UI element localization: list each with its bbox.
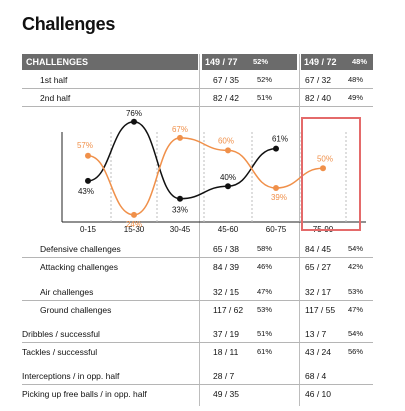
row-divider (22, 88, 373, 89)
row-team-b-pct: 47% (348, 305, 364, 314)
row-team-b-pct: 42% (348, 262, 364, 271)
highlight-box (301, 117, 361, 231)
data-label: 33% (172, 206, 188, 215)
row-team-a-pct: 61% (257, 347, 273, 356)
row-divider (22, 384, 373, 385)
row-team-a-pct: 58% (257, 244, 273, 253)
row-team-a-value: 117 / 62 (213, 305, 244, 315)
row-team-a-value: 18 / 11 (213, 347, 239, 357)
table-header-team-b: 149 / 72 48% (301, 54, 373, 70)
x-tick-label: 45-60 (218, 225, 239, 234)
column-separator (199, 54, 200, 406)
column-separator (299, 54, 300, 406)
team-b-total: 149 / 72 (304, 57, 337, 67)
row-team-a-pct: 52% (257, 75, 273, 84)
data-point (85, 177, 91, 184)
data-point (273, 145, 279, 152)
series-line-team-a (87, 121, 277, 200)
row-team-a-value: 65 / 38 (213, 244, 239, 254)
data-label: 60% (218, 136, 234, 145)
row-team-a-value: 32 / 15 (213, 287, 239, 297)
x-tick-label: 15-30 (124, 225, 145, 234)
row-team-b-value: 32 / 17 (305, 287, 331, 297)
row-team-b-pct: 54% (348, 244, 364, 253)
row-label: Attacking challenges (40, 262, 118, 272)
row-team-a-value: 28 / 7 (213, 371, 235, 381)
data-label: 76% (126, 109, 142, 118)
data-point (225, 183, 231, 190)
row-divider (22, 257, 373, 258)
row-label: 1st half (40, 75, 68, 85)
row-team-a-value: 82 / 42 (213, 93, 239, 103)
row-team-a-value: 84 / 39 (213, 262, 239, 272)
page-title: Challenges (22, 14, 116, 34)
row-team-a-pct: 46% (257, 262, 273, 271)
data-label: 39% (271, 193, 287, 202)
series-line-team-b (87, 137, 324, 216)
row-team-a-pct: 53% (257, 305, 273, 314)
row-label: Interceptions / in opp. half (22, 371, 120, 381)
data-point (131, 211, 137, 218)
row-team-a-pct: 51% (257, 329, 273, 338)
team-a-total-pct: 52% (253, 57, 269, 66)
row-team-b-pct: 48% (348, 75, 364, 84)
row-divider (22, 106, 373, 107)
row-team-b-pct: 54% (348, 329, 364, 338)
row-team-a-pct: 51% (257, 93, 273, 102)
row-team-b-value: 117 / 55 (305, 305, 336, 315)
data-label: 61% (272, 135, 288, 144)
data-label: 50% (317, 154, 333, 163)
row-divider (22, 342, 373, 343)
data-point (273, 184, 279, 191)
row-team-b-value: 65 / 27 (305, 262, 331, 272)
row-divider (22, 300, 373, 301)
team-a-total: 149 / 77 (205, 57, 238, 67)
data-point (177, 195, 183, 202)
data-point (320, 165, 326, 172)
row-team-b-pct: 53% (348, 287, 364, 296)
data-label: 40% (220, 173, 236, 182)
team-b-total-pct: 48% (352, 57, 368, 66)
row-team-b-value: 84 / 45 (305, 244, 331, 254)
data-label: 24% (126, 220, 142, 229)
row-team-b-pct: 49% (348, 93, 364, 102)
row-team-a-value: 67 / 35 (213, 75, 239, 85)
row-team-a-pct: 47% (257, 287, 273, 296)
table-header-team-a: 149 / 77 52% (202, 54, 297, 70)
x-tick-label: 60-75 (266, 225, 287, 234)
row-team-b-value: 82 / 40 (305, 93, 331, 103)
row-label: Picking up free balls / in opp. half (22, 389, 147, 399)
table-header-label: CHALLENGES (22, 54, 198, 70)
row-team-b-pct: 56% (348, 347, 364, 356)
x-tick-label: 30-45 (170, 225, 191, 234)
row-team-b-value: 67 / 32 (305, 75, 331, 85)
row-label: 2nd half (40, 93, 71, 103)
data-point (225, 147, 231, 154)
row-team-b-value: 43 / 24 (305, 347, 331, 357)
row-label: Ground challenges (40, 305, 112, 315)
row-label: Dribbles / successful (22, 329, 100, 339)
data-point (177, 134, 183, 141)
row-team-a-value: 37 / 19 (213, 329, 239, 339)
row-team-b-value: 13 / 7 (305, 329, 327, 339)
row-team-b-value: 68 / 4 (305, 371, 327, 381)
x-tick-label: 0-15 (80, 225, 97, 234)
row-label: Defensive challenges (40, 244, 121, 254)
data-label: 43% (78, 187, 94, 196)
row-team-b-value: 46 / 10 (305, 389, 331, 399)
row-team-a-value: 49 / 35 (213, 389, 239, 399)
row-label: Tackles / successful (22, 347, 98, 357)
data-point (85, 152, 91, 159)
data-point (131, 118, 137, 125)
data-label: 57% (77, 141, 93, 150)
row-label: Air challenges (40, 287, 94, 297)
data-label: 67% (172, 125, 188, 134)
